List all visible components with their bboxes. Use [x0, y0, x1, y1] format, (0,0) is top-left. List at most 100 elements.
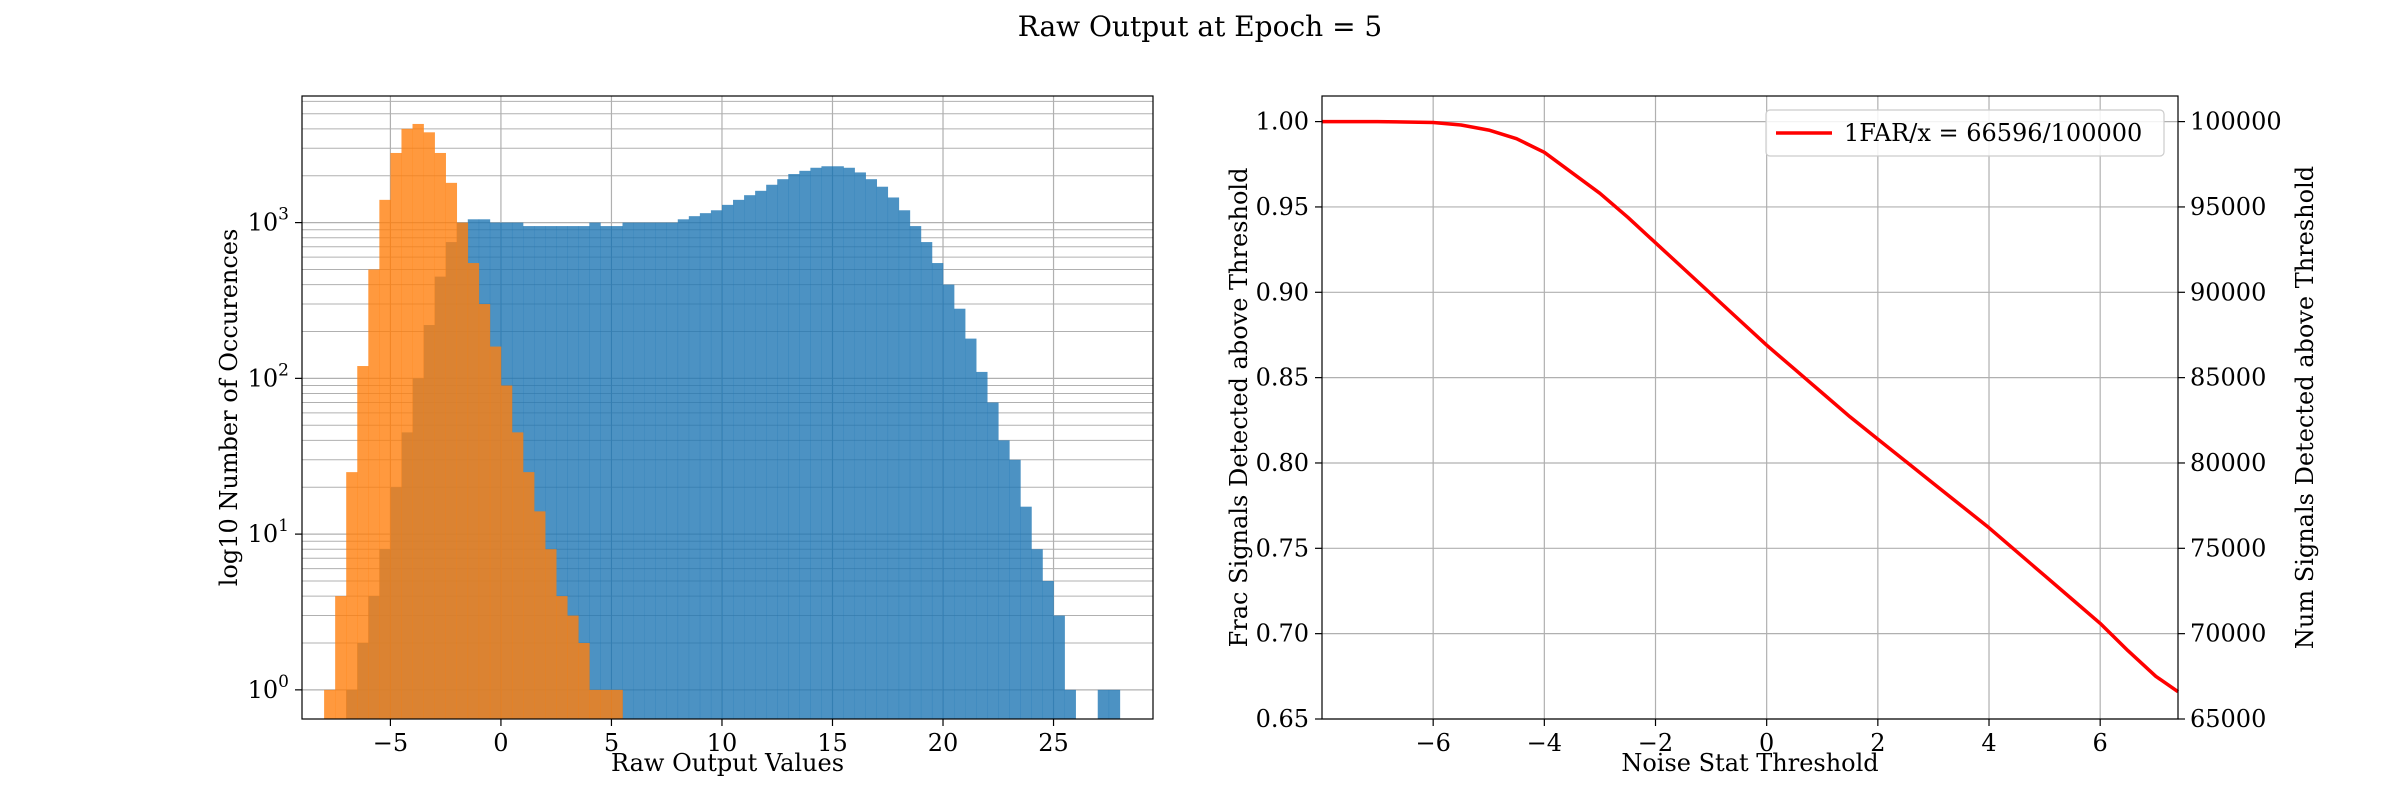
- histogram-bar: [423, 132, 435, 720]
- line-chart-legend: 1FAR/x = 66596/100000: [1765, 109, 2165, 157]
- histogram-plot-frame: [301, 95, 1154, 720]
- line-chart-y-tick-label: 0.65: [1256, 705, 1309, 733]
- histogram-bar: [931, 263, 944, 719]
- histogram-bar: [898, 210, 911, 719]
- histogram-bar: [733, 199, 745, 719]
- histogram-bar: [710, 210, 723, 719]
- histogram-bar: [545, 549, 557, 719]
- histogram-bar: [843, 167, 855, 719]
- histogram-y-tick-label: 102: [248, 360, 289, 392]
- histogram-x-axis-label: Raw Output Values: [611, 749, 844, 777]
- line-chart-y-tick-label: 0.90: [1256, 278, 1309, 306]
- histogram-bar: [788, 174, 800, 719]
- histogram-y-tick-label: 101: [248, 516, 289, 548]
- line-chart-right-y-axis-label: Num Signals Detected above Threshold: [2291, 166, 2319, 649]
- line-chart-x-tick-label: −2: [1638, 729, 1673, 757]
- histogram-bar: [644, 222, 656, 719]
- histogram-bar: [876, 186, 889, 719]
- histogram-bar: [755, 190, 767, 719]
- histogram-bar: [324, 689, 336, 719]
- line-chart-x-tick-label: −4: [1527, 729, 1562, 757]
- histogram-bar: [390, 152, 402, 720]
- histogram-bar: [567, 615, 579, 719]
- histogram-bar: [534, 226, 546, 719]
- histogram-x-tick-label: 25: [1038, 729, 1069, 757]
- line-chart-plot-frame: [1321, 95, 2179, 720]
- histogram-bars: [324, 123, 1121, 720]
- histogram-bar: [346, 472, 358, 719]
- line-chart-y-axis-label: Frac Signals Detected above Threshold: [1225, 168, 1253, 648]
- line-chart-x-tick-label: 6: [2093, 729, 2108, 757]
- histogram-bar: [865, 179, 878, 720]
- histogram-bar: [368, 269, 380, 719]
- histogram-bar: [943, 284, 955, 719]
- line-chart-x-ticks: −6 −4 −2 0 2 4 6: [1415, 719, 2108, 757]
- histogram-bar: [1042, 580, 1054, 719]
- line-chart-right-y-tick-label: 80000: [2190, 449, 2266, 477]
- histogram-bar: [578, 642, 590, 719]
- histogram-bar: [721, 204, 734, 720]
- legend-entry-label: 1FAR/x = 66596/100000: [1844, 119, 2142, 147]
- histogram-bar: [777, 179, 789, 720]
- histogram-bar: [578, 226, 590, 719]
- histogram-bar: [335, 596, 347, 719]
- histogram-bar: [998, 440, 1010, 719]
- line-chart-right-y-tick-label: 75000: [2190, 534, 2266, 562]
- line-chart-right-y-tick-label: 65000: [2190, 705, 2266, 733]
- line-chart-y-tick-label: 0.80: [1256, 449, 1309, 477]
- histogram-bar: [611, 689, 623, 719]
- histogram-bar: [909, 226, 922, 719]
- histogram-bar: [478, 304, 491, 719]
- line-chart: −6 −4 −2 0 2 4 6 0.65 0.70 0.75 0.80 0.85 0.90 0.95 1…: [1225, 95, 2319, 777]
- line-chart-y-tick-label: 0.85: [1256, 364, 1309, 392]
- histogram-bar: [1031, 549, 1043, 719]
- line-chart-right-y-tick-label: 85000: [2190, 364, 2266, 392]
- histogram-bar: [556, 596, 568, 719]
- histogram-bar: [666, 222, 679, 719]
- histogram-y-axis-label: log10 Number of Occurences: [215, 229, 243, 587]
- histogram-bar: [920, 242, 933, 719]
- histogram-bar: [954, 308, 966, 719]
- histogram-x-tick-label: 20: [928, 729, 959, 757]
- histogram-bar: [1020, 506, 1032, 719]
- histogram-bar: [556, 226, 568, 719]
- histogram-x-tick-label: −5: [373, 729, 408, 757]
- histogram-y-ticks: 100 101 102 103: [248, 205, 302, 704]
- histogram-bar: [379, 199, 391, 719]
- histogram-bar: [976, 371, 988, 719]
- histogram-y-tick-label: 100: [248, 672, 289, 704]
- histogram-bar: [489, 346, 502, 719]
- line-chart-y-ticks: 0.65 0.70 0.75 0.80 0.85 0.90 0.95 1.00: [1256, 108, 1322, 733]
- histogram-bar: [987, 402, 999, 719]
- histogram-bar: [445, 182, 458, 720]
- histogram-bar: [821, 166, 833, 719]
- histogram-bar: [810, 167, 822, 719]
- histogram-bar: [434, 152, 446, 720]
- histogram-bar: [523, 472, 535, 719]
- histogram-bar: [655, 222, 668, 719]
- histogram-bar: [622, 222, 634, 719]
- histogram-x-tick-label: 10: [707, 729, 738, 757]
- histogram-bar: [467, 263, 480, 719]
- histogram-bar: [357, 366, 369, 719]
- histogram-bar: [832, 166, 844, 719]
- histogram-bar: [799, 170, 811, 719]
- histogram-bar: [887, 197, 900, 719]
- line-chart-x-tick-label: 0: [1759, 729, 1774, 757]
- line-chart-y-tick-label: 1.00: [1256, 108, 1309, 136]
- histogram-bar: [1009, 459, 1021, 719]
- line-chart-right-y-tick-label: 90000: [2190, 278, 2266, 306]
- line-chart-series: [1322, 119, 2179, 694]
- histogram-chart: −5 0 5 10 15 20 25 100 101 102 103 Raw Output Val…: [215, 95, 1154, 777]
- series-line: [1322, 119, 2179, 694]
- line-chart-right-y-tick-label: 100000: [2190, 108, 2282, 136]
- histogram-x-ticks: −5 0 5 10 15 20 25: [373, 719, 1069, 757]
- histogram-bar: [545, 226, 557, 719]
- line-chart-y-tick-label: 0.75: [1256, 534, 1309, 562]
- histogram-bar: [965, 338, 977, 719]
- histogram-bar: [589, 689, 601, 719]
- line-chart-y-tick-label: 0.95: [1256, 193, 1309, 221]
- histogram-bar: [456, 222, 469, 719]
- line-chart-right-y-tick-label: 95000: [2190, 193, 2266, 221]
